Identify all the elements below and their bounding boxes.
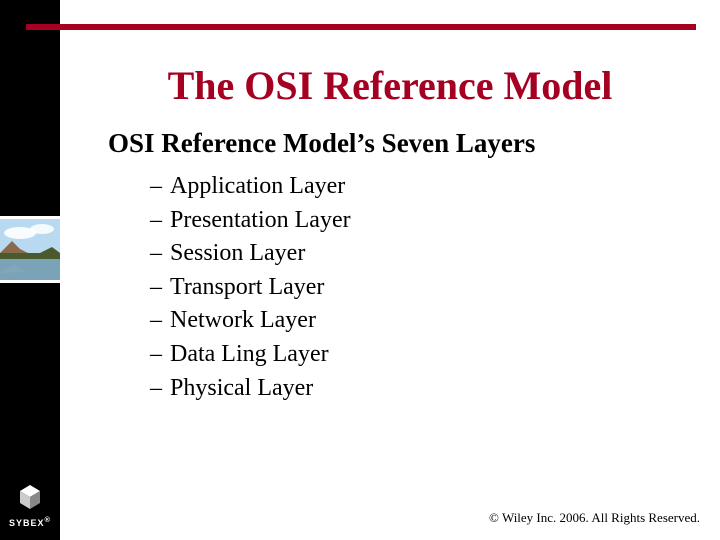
sybex-brand-text: SYBEX® [8, 515, 52, 528]
list-item-text: Data Ling Layer [170, 341, 329, 367]
sybex-logo: SYBEX® [8, 483, 52, 528]
sidebar: SYBEX® [0, 0, 60, 540]
list-item-text: Physical Layer [170, 375, 313, 401]
content-area: The OSI Reference Model OSI Reference Mo… [60, 0, 720, 540]
list-item-text: Application Layer [170, 173, 345, 199]
sybex-cube-icon [14, 483, 46, 511]
list-item: –Network Layer [150, 304, 351, 338]
brand-name: SYBEX [9, 518, 45, 528]
list-item: –Transport Layer [150, 271, 351, 305]
list-item: –Session Layer [150, 237, 351, 271]
list-item: –Data Ling Layer [150, 338, 351, 372]
slide-title: The OSI Reference Model [60, 62, 720, 109]
slide-subtitle: OSI Reference Model’s Seven Layers [108, 128, 535, 159]
list-item-text: Transport Layer [170, 274, 324, 300]
bullet-list: –Application Layer –Presentation Layer –… [150, 170, 351, 405]
list-item-text: Session Layer [170, 240, 305, 266]
list-item-text: Presentation Layer [170, 207, 351, 233]
sidebar-divider-bottom [0, 280, 60, 283]
bullet-marker: – [150, 372, 170, 406]
copyright-footer: © Wiley Inc. 2006. All Rights Reserved. [489, 510, 700, 526]
list-item: –Physical Layer [150, 372, 351, 406]
list-item-text: Network Layer [170, 307, 316, 333]
list-item: –Presentation Layer [150, 204, 351, 238]
brand-registered: ® [44, 515, 51, 524]
list-item: –Application Layer [150, 170, 351, 204]
bullet-marker: – [150, 304, 170, 338]
bullet-marker: – [150, 271, 170, 305]
bullet-marker: – [150, 338, 170, 372]
bullet-marker: – [150, 170, 170, 204]
bullet-marker: – [150, 204, 170, 238]
sidebar-photo [0, 219, 60, 280]
bullet-marker: – [150, 237, 170, 271]
